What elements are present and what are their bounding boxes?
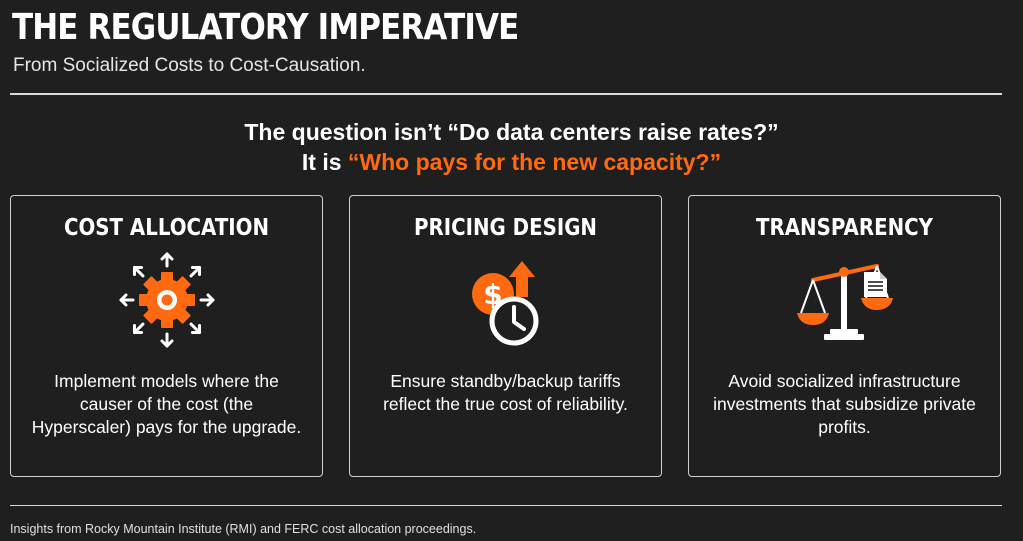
gear-arrows-icon: [119, 252, 214, 348]
question-prefix: It is: [301, 149, 348, 175]
question-line-2: It is “Who pays for the new capacity?”: [0, 147, 1023, 177]
question-line-1: The question isn’t “Do data centers rais…: [244, 119, 779, 145]
scales-document-icon: [796, 264, 893, 340]
question-accent: “Who pays for the new capacity?”: [347, 149, 722, 175]
card-title: PRICING DESIGN: [414, 215, 597, 241]
source-footnote: Insights from Rocky Mountain Institute (…: [10, 522, 477, 536]
card-cost-allocation: COST ALLOCATION: [10, 195, 323, 477]
footer-divider: [10, 505, 1002, 506]
card-title: TRANSPARENCY: [756, 215, 933, 241]
card-description: Implement models where the causer of the…: [31, 371, 302, 437]
card-description: Ensure standby/backup tariffs reflect th…: [383, 371, 628, 414]
key-question: The question isn’t “Do data centers rais…: [0, 117, 1023, 177]
card-title: COST ALLOCATION: [63, 215, 270, 241]
page-subtitle: From Socialized Costs to Cost-Causation.: [13, 55, 366, 76]
card-transparency: TRANSPARENCY Avoid socialized infrastruc…: [688, 195, 1001, 477]
header-divider: [10, 93, 1002, 95]
card-pricing-design: PRICING DESIGN $ Ensure standby/backup t…: [349, 195, 662, 477]
page-title: THE REGULATORY IMPERATIVE: [12, 7, 519, 48]
card-description: Avoid socialized infrastructure investme…: [713, 371, 976, 437]
dollar-clock-icon: $: [471, 261, 538, 346]
